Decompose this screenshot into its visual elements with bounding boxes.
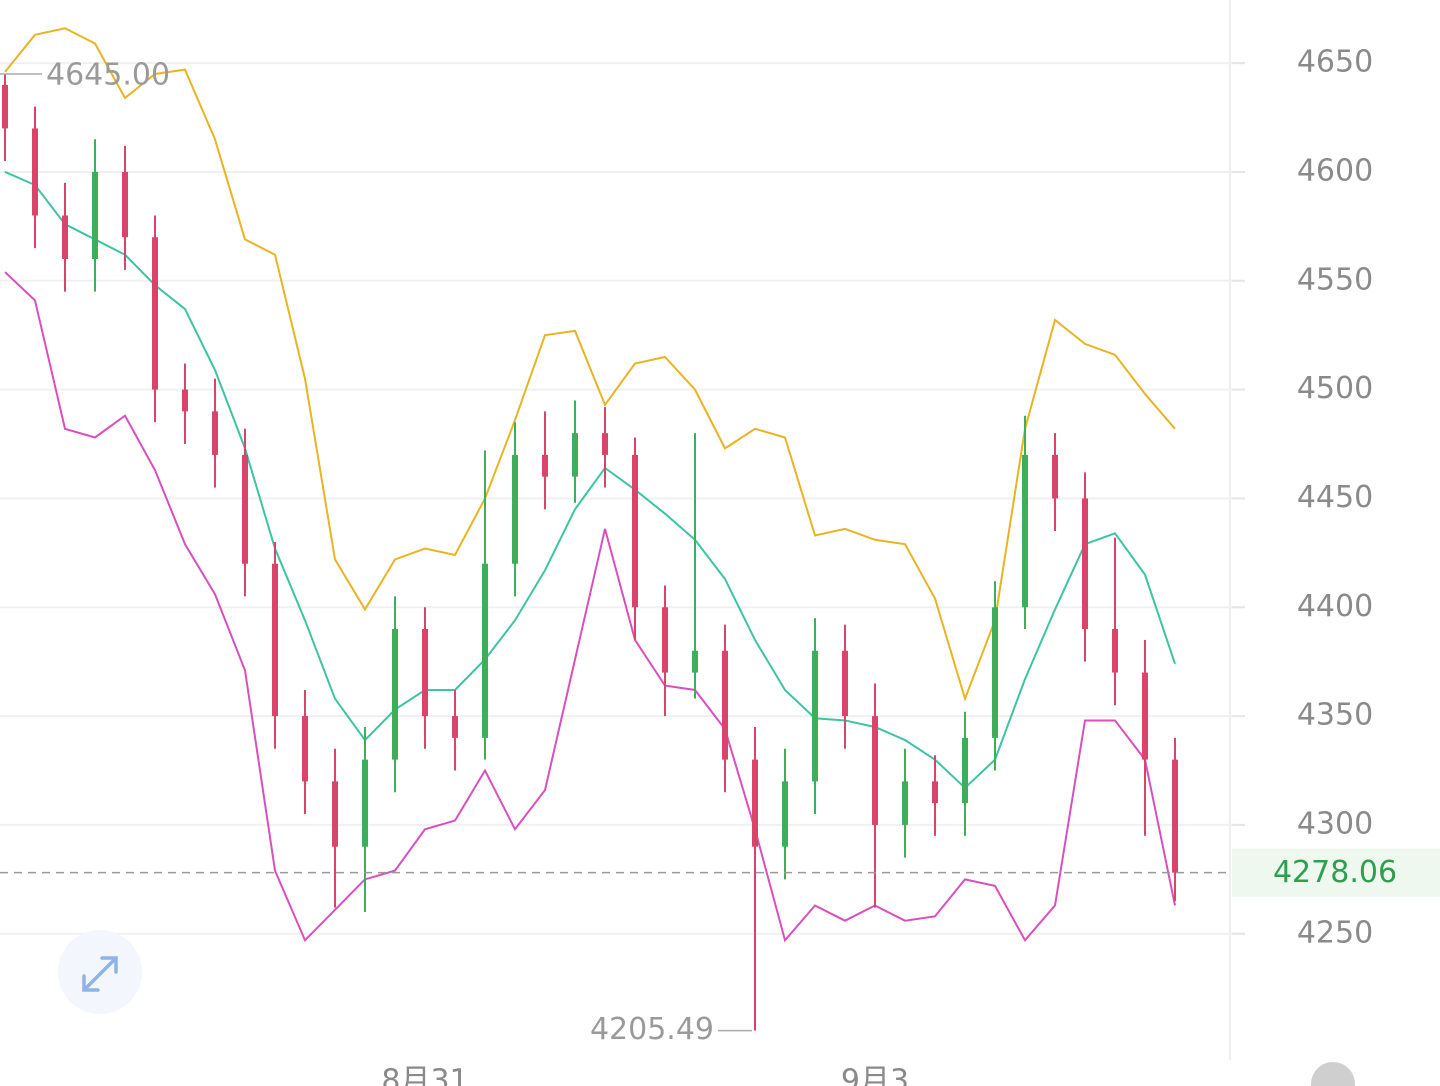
candle-body [482,563,488,738]
candle-body [92,171,98,260]
candle-body [272,563,278,717]
candle-body [782,781,788,847]
y-tick-label: 4450 [1297,480,1373,515]
candle-body [572,433,578,477]
last-price-label: 4278.06 [1273,855,1397,890]
candle-body [542,454,548,477]
candle-body [812,650,818,782]
candle-body [512,454,518,564]
candle-body [1172,759,1178,873]
y-tick-label: 4250 [1297,915,1373,950]
candle-body [872,716,878,825]
candle-body [62,215,68,260]
candle-body [452,716,458,738]
candle-body [212,411,218,455]
band-line [4,27,1176,702]
y-tick-label: 4300 [1297,806,1373,841]
candle-body [332,781,338,847]
candle-body [1112,629,1118,673]
grid [0,62,1245,935]
candle-body [1052,454,1058,499]
candle-body [302,716,308,782]
y-tick-label: 4350 [1297,698,1373,733]
expand-icon [82,956,118,992]
corner-icon[interactable] [1311,1062,1355,1086]
candle-body [392,629,398,760]
candle-body [422,629,428,717]
y-tick-label: 4600 [1297,153,1373,188]
candle-body [842,650,848,717]
candle-body [32,128,38,216]
candle-body [752,759,758,847]
y-tick-label: 4400 [1297,589,1373,624]
y-tick-label: 4500 [1297,371,1373,406]
candle-body [242,454,248,564]
candle-body [122,171,128,238]
expand-button[interactable] [58,930,142,1014]
candle-body [692,650,698,673]
last-price-box [1232,848,1440,897]
candle-body [2,84,8,129]
candle-body [362,759,368,847]
candle-body [902,781,908,825]
y-tick-label: 4550 [1297,262,1373,297]
candle-body [1142,672,1148,760]
candle-body [602,433,608,455]
candle-body [632,454,638,608]
low-label: 4205.49 [590,1012,714,1047]
x-tick-label: 8月31 [381,1064,468,1086]
y-tick-label: 4650 [1297,45,1373,80]
high-label: 4645.00 [46,58,170,93]
candle-body [152,237,158,390]
candle-body [662,607,668,673]
candle-body [722,650,728,760]
candle-body [992,607,998,738]
band-line [4,171,1176,790]
band-line [4,271,1176,943]
candle-body [962,737,968,804]
candle-body [932,781,938,804]
x-tick-label: 9月3 [841,1064,909,1086]
candle-body [182,389,188,412]
candle-body [1082,498,1088,630]
candle-body [1022,454,1028,608]
